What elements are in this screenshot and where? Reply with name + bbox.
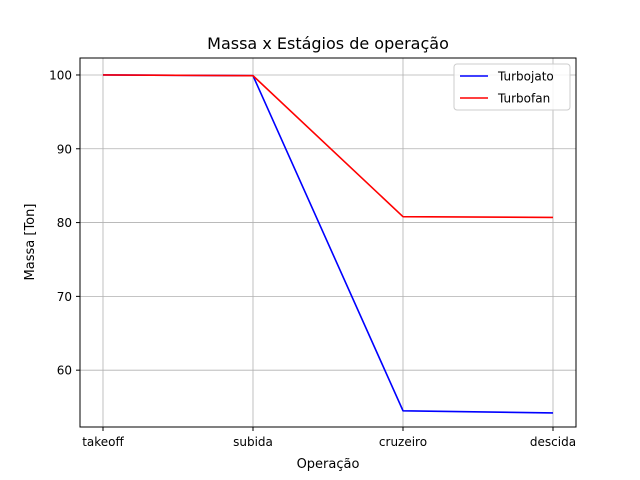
y-tick-label: 70 (57, 290, 72, 304)
x-axis-ticks: takeoff subida cruzeiro descida (82, 427, 576, 449)
series-lines (102, 74, 554, 414)
x-axis-label: Operação (297, 457, 360, 472)
x-tick-label: descida (530, 435, 576, 449)
y-tick-label: 60 (57, 364, 72, 378)
chart-title: Massa x Estágios de operação (207, 34, 449, 53)
y-tick-label: 100 (49, 68, 72, 82)
series-line-turbofan (102, 74, 554, 219)
legend-label: Turbofan (497, 92, 550, 106)
legend: Turbojato Turbofan (453, 63, 571, 111)
x-tick-label: takeoff (82, 435, 124, 449)
legend-label: Turbojato (497, 70, 554, 84)
x-tick-label: cruzeiro (379, 435, 427, 449)
y-tick-label: 80 (57, 216, 72, 230)
x-tick-label: subida (233, 435, 273, 449)
y-tick-label: 90 (57, 142, 72, 156)
plot-frame (79, 57, 577, 428)
y-axis-ticks: 60 70 80 90 100 (49, 68, 80, 378)
y-axis-label: Massa [Ton] (23, 204, 38, 281)
